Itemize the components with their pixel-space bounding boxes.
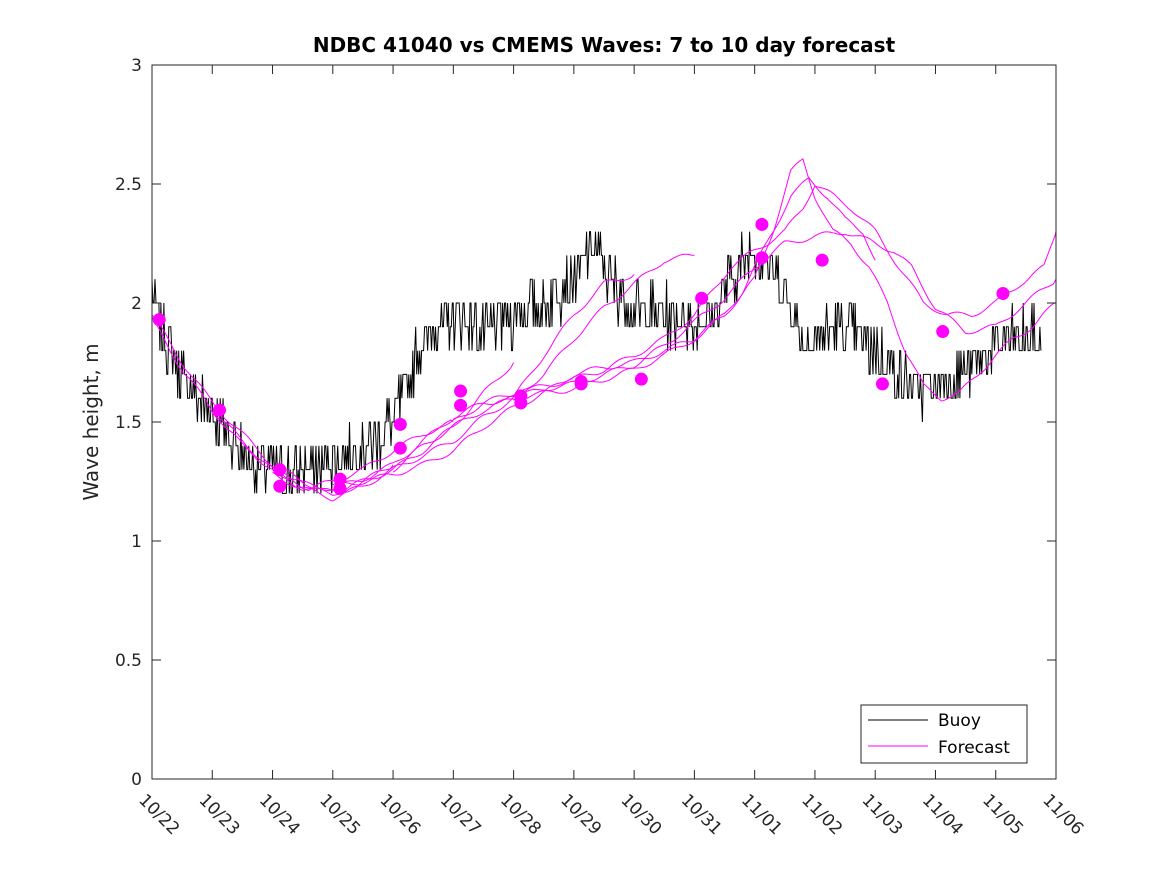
x-tick-label: 11/06	[1038, 790, 1087, 839]
forecast-marker	[333, 482, 347, 496]
x-tick-label: 11/05	[978, 790, 1027, 839]
forecast-marker	[212, 403, 226, 417]
forecast-marker	[454, 398, 468, 412]
forecast-marker	[755, 217, 769, 231]
forecast-marker	[514, 396, 528, 410]
forecast-line	[151, 314, 394, 494]
y-axis: 0 0.5 1 1.5 2 2.5 3	[115, 56, 1056, 790]
x-tick-label: 11/01	[737, 790, 786, 839]
plot-background	[152, 65, 1056, 779]
x-tick-label: 10/25	[315, 790, 364, 839]
legend-buoy-label: Buoy	[938, 711, 981, 731]
y-tick-label: 2.5	[115, 175, 142, 195]
forecast-line	[392, 158, 1057, 473]
chart-title: NDBC 41040 vs CMEMS Waves: 7 to 10 day f…	[313, 33, 896, 57]
forecast-marker	[393, 441, 407, 455]
y-tick-label: 2	[131, 294, 142, 314]
x-tick-label: 11/02	[797, 790, 846, 839]
legend-box	[860, 704, 1028, 764]
plot-area	[151, 64, 1057, 780]
forecast-marker	[695, 291, 709, 305]
legend: Buoy Forecast	[860, 704, 1028, 764]
forecast-marker	[333, 472, 347, 486]
x-tick-label: 10/28	[496, 790, 545, 839]
y-tick-label: 0	[131, 770, 142, 790]
forecast-marker	[273, 463, 287, 477]
x-tick-label: 10/24	[255, 790, 304, 839]
y-tick-label: 1	[131, 532, 142, 552]
forecast-marker	[574, 377, 588, 391]
forecast-marker	[996, 286, 1010, 300]
buoy-series	[151, 231, 1042, 494]
y-tick-label: 0.5	[115, 651, 142, 671]
y-tick-label: 1.5	[115, 413, 142, 433]
legend-forecast-label: Forecast	[938, 738, 1010, 758]
forecast-marker	[273, 479, 287, 493]
forecast-marker	[454, 384, 468, 398]
forecast-markers	[152, 217, 1010, 496]
forecast-marker	[393, 417, 407, 431]
forecast-marker	[875, 377, 889, 391]
x-tick-label: 10/26	[376, 790, 425, 839]
y-axis-label: Wave height, m	[79, 343, 103, 500]
x-tick-label: 10/23	[195, 790, 244, 839]
forecast-marker	[634, 372, 648, 386]
forecast-marker	[152, 313, 166, 327]
x-tick-label: 10/31	[677, 790, 726, 839]
forecast-line	[272, 274, 635, 502]
x-tick-label: 10/30	[617, 790, 666, 839]
x-tick-label: 11/03	[858, 790, 907, 839]
buoy-line	[151, 231, 1042, 494]
x-tick-label: 10/27	[436, 790, 485, 839]
forecast-marker	[815, 253, 829, 267]
forecast-line	[453, 185, 1057, 420]
forecast-marker	[755, 251, 769, 265]
x-tick-label: 10/22	[134, 790, 183, 839]
forecast-line	[513, 231, 1057, 401]
y-tick-label: 3	[131, 56, 142, 76]
forecast-marker	[936, 325, 950, 339]
x-tick-label: 11/04	[918, 790, 967, 839]
x-tick-label: 10/29	[556, 790, 605, 839]
